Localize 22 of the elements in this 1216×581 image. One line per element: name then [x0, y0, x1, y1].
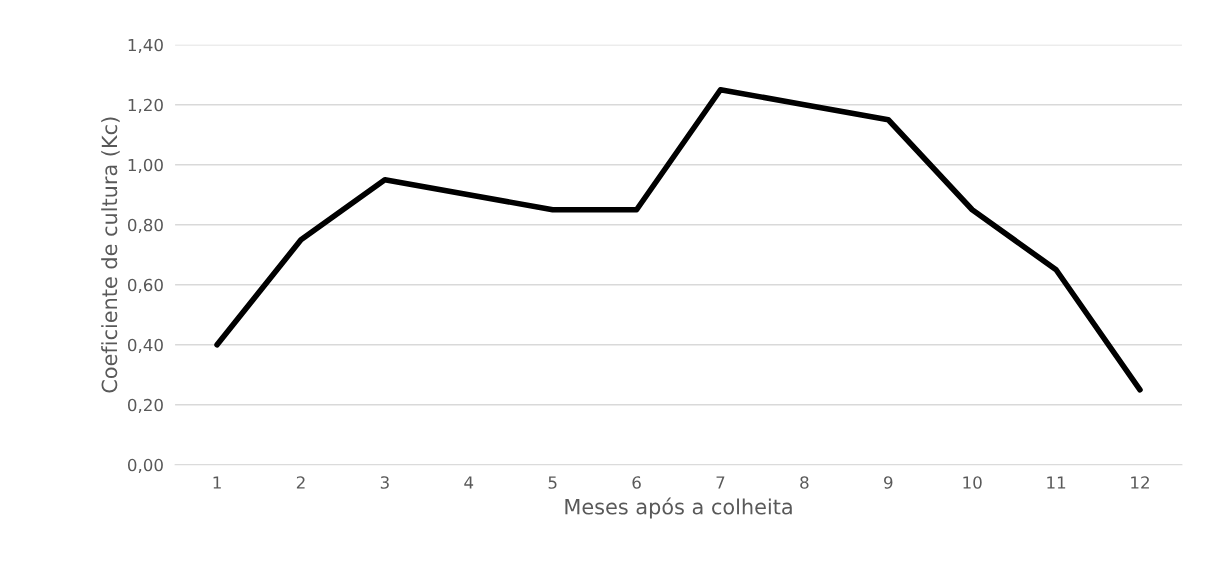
x-tick-label: 9 [884, 476, 893, 489]
x-tick-label: 3 [380, 476, 389, 489]
x-tick-label: 2 [296, 476, 305, 489]
x-tick-label: 8 [800, 476, 809, 489]
y-axis-title: Coeficiente de cultura (Kc) [101, 117, 120, 393]
x-axis-title: Meses após a colheita [565, 497, 792, 519]
x-tick-label: 6 [632, 476, 641, 489]
y-tick-label: 0,40 [127, 338, 163, 354]
y-tick-label: 0,20 [127, 398, 163, 414]
y-tick-label: 1,00 [128, 158, 163, 174]
y-tick-label: 0,00 [127, 458, 163, 474]
x-tick-label: 5 [548, 476, 557, 489]
x-tick-label: 7 [716, 476, 725, 489]
y-tick-label: 0,80 [127, 218, 163, 234]
x-tick-label: 11 [1047, 476, 1066, 489]
y-tick-label: 1,40 [128, 38, 163, 54]
y-tick-label: 0,60 [127, 278, 163, 294]
y-tick-label: 1,20 [128, 98, 163, 114]
x-tick-label: 1 [213, 476, 221, 489]
x-tick-label: 4 [464, 476, 474, 489]
x-tick-label: 12 [1131, 476, 1149, 489]
x-tick-label: 10 [963, 476, 982, 489]
